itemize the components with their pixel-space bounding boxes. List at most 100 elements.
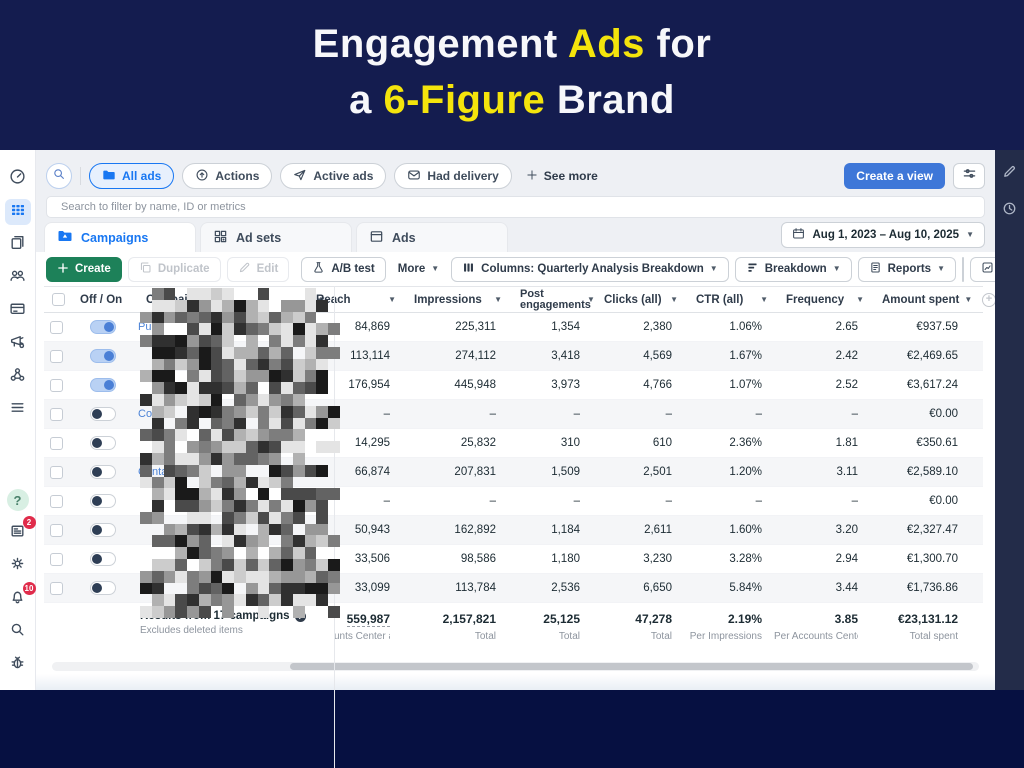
tab-ad-sets[interactable]: Ad sets [200,222,352,252]
more-button[interactable]: More ▼ [392,257,445,282]
campaign-toggle[interactable] [90,349,116,363]
campaign-toggle[interactable] [90,465,116,479]
select-all-checkbox[interactable] [52,293,65,306]
row-checkbox[interactable] [50,378,63,392]
events-manager-button[interactable] [5,364,31,390]
filter-search-button[interactable] [46,163,72,189]
notifications-badge: 10 [22,582,36,595]
left-sidebar: ? 2 10 [0,150,36,690]
export-button[interactable]: Export [963,258,964,281]
header-post-engagements[interactable]: Post engagements ▼ [520,287,595,311]
total-clicks: 47,278 Total [635,612,672,642]
row-checkbox[interactable] [50,523,63,537]
campaign-toggle[interactable] [90,523,116,537]
header-clicks[interactable]: Clicks (all) ▼ [604,293,678,306]
tab-campaigns[interactable]: Campaigns [44,222,196,252]
header-add-column[interactable]: + [970,292,996,307]
campaign-toggle[interactable] [90,581,116,595]
date-range-picker[interactable]: Aug 1, 2023 – Aug 10, 2025 ▼ [781,222,985,248]
campaign-toggle[interactable] [90,407,116,421]
reach-cell: – [383,408,390,420]
campaign-toggle[interactable] [90,378,116,392]
breakdown-button[interactable]: Breakdown ▼ [734,256,852,282]
updates-button[interactable]: 2 [5,516,36,546]
row-checkbox[interactable] [50,407,63,421]
report-bug-button[interactable] [5,652,31,678]
sort-caret-icon: ▼ [856,294,864,304]
sidebar-search-button[interactable] [5,619,31,645]
sort-caret-icon: ▼ [670,294,678,304]
row-checkbox[interactable] [50,494,63,508]
ab-test-button[interactable]: A/B test [301,256,386,282]
header-impressions[interactable]: Impressions ▼ [414,293,502,306]
impressions-cell: – [489,495,496,507]
header-ctr[interactable]: CTR (all) ▼ [696,293,768,306]
table-row: Conta 66,874 207,831 1,509 2,501 1.20% 3.11 €2,… [44,458,983,487]
header-reach[interactable]: Reach▼ [316,294,402,306]
reports-button[interactable]: Reports ▼ [857,256,956,282]
audiences-button[interactable] [5,265,31,291]
scrollbar-thumb[interactable] [290,663,973,670]
tab-ads[interactable]: Ads [356,222,508,252]
duplicate-button[interactable]: Duplicate [127,256,221,282]
banner: Engagement Ads for a 6-Figure Brand [0,0,1024,150]
ads-reporting-button[interactable] [5,232,31,258]
filter-pill-active-ads[interactable]: Active ads [280,163,387,189]
people-icon [9,267,26,289]
help-button[interactable]: ? [5,487,31,513]
sort-caret-icon: ▼ [494,294,502,304]
filter-pill-actions[interactable]: Actions [182,163,273,189]
row-checkbox[interactable] [50,581,63,595]
campaign-toggle[interactable] [90,494,116,508]
edit-pencil-icon[interactable] [1002,164,1017,179]
campaigns-nav-button[interactable] [4,199,31,225]
campaign-toggle[interactable] [90,552,116,566]
campaign-toggle[interactable] [90,320,116,334]
divider [80,167,81,185]
account-overview-button[interactable] [5,166,31,192]
all-tools-button[interactable] [5,397,31,423]
history-clock-icon[interactable] [1002,201,1017,216]
header-frequency[interactable]: Frequency ▼ [786,293,864,306]
columns-label: Columns: Quarterly Analysis Breakdown [481,263,704,275]
amount-spent-cell: €0.00 [929,495,958,507]
campaign-toggle[interactable] [90,436,116,450]
header-amount-spent[interactable]: Amount spent ▼ [882,293,973,306]
reach-cell: 66,874 [354,466,390,478]
create-button[interactable]: Create [46,256,122,282]
row-checkbox[interactable] [50,465,63,479]
banner-text-highlight: Ads [567,22,645,66]
ctr-cell: 1.07% [729,379,762,391]
reach-cell: 33,506 [354,553,390,565]
frequency-cell: 2.42 [835,350,858,362]
filter-pill-all-ads[interactable]: All ads [89,163,175,189]
table-row: 33,506 98,586 1,180 3,230 3.28% 2.94 €1,300.70 [44,545,983,574]
post-engagements-cell: 3,973 [551,379,580,391]
notifications-button[interactable]: 10 [5,582,36,612]
date-range-label: Aug 1, 2023 – Aug 10, 2025 [812,229,960,241]
frequency-cell: 2.65 [835,321,858,333]
columns-button[interactable]: Columns: Quarterly Analysis Breakdown ▼ [451,256,729,282]
see-more-button[interactable]: See more [520,169,604,184]
search-icon [52,167,66,186]
edit-button[interactable]: Edit [226,256,290,282]
view-settings-button[interactable] [953,163,985,189]
amount-spent-cell: €350.61 [916,437,958,449]
row-checkbox[interactable] [50,320,63,334]
row-checkbox[interactable] [50,552,63,566]
advertising-settings-button[interactable] [5,331,31,357]
clicks-cell: 4,569 [643,350,672,362]
search-input[interactable] [46,196,985,218]
clicks-cell: 3,230 [643,553,672,565]
billing-button[interactable] [5,298,31,324]
settings-button[interactable] [5,553,31,579]
filter-pill-had-delivery[interactable]: Had delivery [394,163,512,189]
horizontal-scrollbar[interactable] [52,662,979,671]
window-bottom-fade [36,674,995,690]
add-column-icon: + [982,292,996,307]
chart-icon [981,261,994,277]
row-checkbox[interactable] [50,349,63,363]
create-a-view-button[interactable]: Create a view [844,163,945,189]
row-checkbox[interactable] [50,436,63,450]
